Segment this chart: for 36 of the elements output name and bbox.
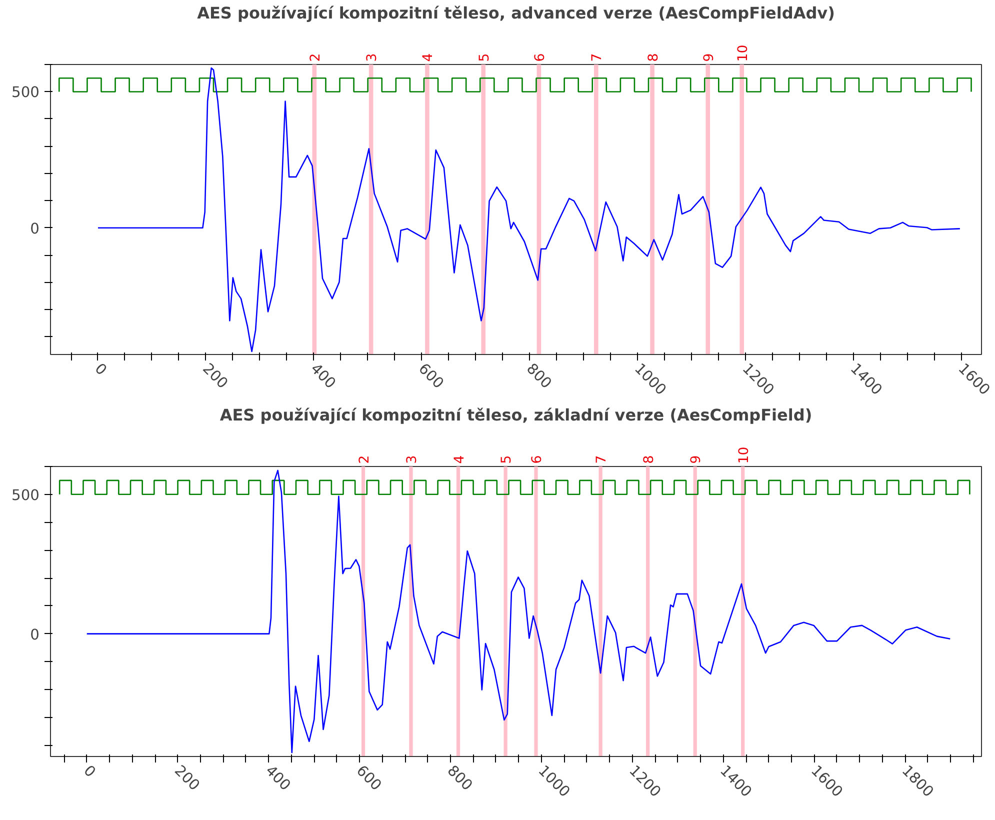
- band-label: 5: [477, 53, 492, 62]
- y-tick-label: 500: [12, 84, 40, 102]
- band-label: 7: [590, 53, 606, 62]
- band-label: 5: [500, 455, 515, 464]
- band-label: 4: [421, 53, 436, 62]
- y-tick-label: 0: [30, 626, 40, 644]
- band-label: 2: [308, 53, 324, 62]
- band-label: 6: [530, 455, 545, 464]
- y-tick-label: 500: [12, 486, 40, 504]
- band-label: 10: [736, 44, 751, 62]
- x-tick-label: 400: [307, 360, 339, 392]
- band-label: 9: [702, 53, 717, 62]
- band-label: 3: [365, 53, 380, 62]
- line-series: [86, 470, 951, 754]
- x-tick-label: 200: [199, 360, 232, 392]
- band-label: 7: [594, 455, 610, 464]
- band-label: 6: [532, 53, 548, 62]
- chart-title: AES používající kompozitní těleso, základní verze (AesCompField): [220, 406, 812, 424]
- x-tick-label: 0: [80, 762, 99, 781]
- band-label: 4: [452, 455, 468, 464]
- band-label: 8: [646, 53, 662, 62]
- x-tick-label: 0: [91, 360, 110, 379]
- chart-title: AES používající kompozitní těleso, advanced verze (AesCompFieldAdv): [197, 4, 835, 22]
- x-tick-label: 600: [415, 360, 447, 392]
- y-tick-label: 0: [30, 220, 40, 238]
- line-series: [97, 67, 961, 352]
- band-label: 3: [404, 455, 420, 464]
- band-label: 2: [357, 455, 372, 464]
- x-tick-label: 200: [171, 762, 203, 794]
- x-tick-label: 800: [523, 360, 555, 392]
- x-tick-label: 600: [352, 762, 385, 794]
- band-label: 8: [642, 455, 657, 464]
- x-tick-label: 800: [444, 762, 476, 794]
- band-label: 9: [689, 455, 704, 464]
- band-label: 10: [736, 446, 752, 464]
- x-tick-label: 400: [262, 762, 294, 794]
